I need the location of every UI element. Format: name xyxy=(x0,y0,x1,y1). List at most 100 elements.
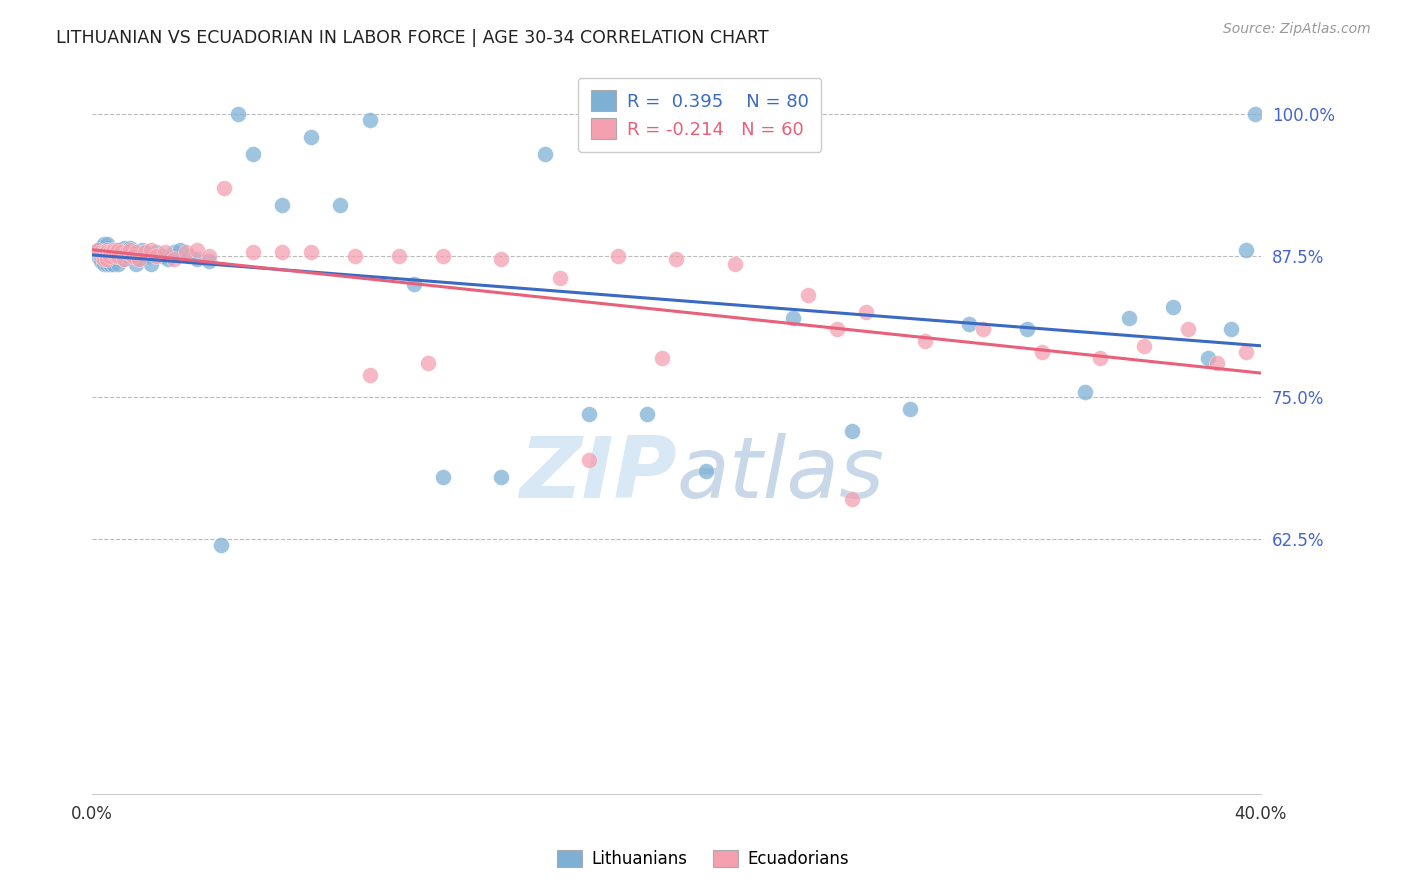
Point xyxy=(98,257,121,271)
Point xyxy=(90,245,112,260)
Point xyxy=(98,249,121,263)
Point xyxy=(128,252,150,266)
Point xyxy=(782,311,804,326)
Point xyxy=(112,252,135,266)
Point xyxy=(110,249,132,263)
Point xyxy=(101,245,124,260)
Legend: R =  0.395    N = 80, R = -0.214   N = 60: R = 0.395 N = 80, R = -0.214 N = 60 xyxy=(578,78,821,152)
Point xyxy=(1205,356,1227,370)
Text: LITHUANIAN VS ECUADORIAN IN LABOR FORCE | AGE 30-34 CORRELATION CHART: LITHUANIAN VS ECUADORIAN IN LABOR FORCE … xyxy=(56,29,769,46)
Point xyxy=(98,245,121,260)
Point xyxy=(665,252,688,266)
Point xyxy=(93,257,115,271)
Point xyxy=(87,249,110,263)
Point xyxy=(101,257,124,271)
Point xyxy=(139,257,162,271)
Point xyxy=(841,425,863,439)
Point xyxy=(96,249,118,263)
Point xyxy=(1074,384,1097,399)
Point xyxy=(101,243,124,257)
Point xyxy=(163,252,186,266)
Legend: Lithuanians, Ecuadorians: Lithuanians, Ecuadorians xyxy=(550,843,856,875)
Point xyxy=(299,245,322,260)
Point xyxy=(101,243,124,257)
Point xyxy=(93,245,115,260)
Point xyxy=(104,249,127,263)
Point xyxy=(87,243,110,257)
Point xyxy=(90,249,112,263)
Point xyxy=(125,245,148,260)
Point xyxy=(578,408,600,422)
Point xyxy=(107,245,129,260)
Point xyxy=(115,243,138,257)
Point xyxy=(115,245,138,260)
Point xyxy=(136,249,159,263)
Point xyxy=(96,243,118,257)
Point xyxy=(432,249,454,263)
Point xyxy=(112,241,135,255)
Point xyxy=(198,254,221,268)
Point xyxy=(112,252,135,266)
Point xyxy=(914,334,936,348)
Point xyxy=(432,470,454,484)
Point xyxy=(344,249,367,263)
Point xyxy=(898,401,921,416)
Point xyxy=(145,245,167,260)
Point xyxy=(174,245,197,260)
Point xyxy=(131,243,153,257)
Point xyxy=(104,252,127,266)
Text: ZIP: ZIP xyxy=(519,434,676,516)
Point xyxy=(134,245,156,260)
Point xyxy=(1197,351,1219,365)
Point xyxy=(122,249,145,263)
Point xyxy=(198,249,221,263)
Point xyxy=(186,252,208,266)
Point xyxy=(1133,339,1156,353)
Point xyxy=(359,368,381,382)
Point xyxy=(96,249,118,263)
Point xyxy=(110,243,132,257)
Point xyxy=(145,249,167,263)
Point xyxy=(101,249,124,263)
Point xyxy=(93,249,115,263)
Point xyxy=(548,271,571,285)
Point xyxy=(1234,243,1257,257)
Point xyxy=(388,249,411,263)
Point xyxy=(209,538,232,552)
Point xyxy=(107,257,129,271)
Point xyxy=(96,237,118,252)
Point xyxy=(96,245,118,260)
Point xyxy=(98,245,121,260)
Point xyxy=(724,257,747,271)
Point xyxy=(104,249,127,263)
Point xyxy=(212,180,235,194)
Point xyxy=(120,245,142,260)
Point xyxy=(93,254,115,268)
Point xyxy=(1031,345,1053,359)
Point xyxy=(90,241,112,255)
Point xyxy=(120,243,142,257)
Text: atlas: atlas xyxy=(676,434,884,516)
Point xyxy=(636,408,658,422)
Point xyxy=(1243,107,1265,121)
Point xyxy=(163,245,186,260)
Point xyxy=(96,243,118,257)
Point xyxy=(1088,351,1111,365)
Point xyxy=(96,257,118,271)
Point xyxy=(578,452,600,467)
Point xyxy=(855,305,877,319)
Point xyxy=(93,245,115,260)
Point xyxy=(177,249,200,263)
Point xyxy=(96,241,118,255)
Point xyxy=(169,243,191,257)
Point xyxy=(93,252,115,266)
Point xyxy=(96,252,118,266)
Point xyxy=(1161,300,1184,314)
Point xyxy=(534,146,557,161)
Point xyxy=(101,245,124,260)
Point xyxy=(186,243,208,257)
Point xyxy=(329,197,352,211)
Point xyxy=(825,322,848,336)
Point xyxy=(110,245,132,260)
Point xyxy=(841,492,863,507)
